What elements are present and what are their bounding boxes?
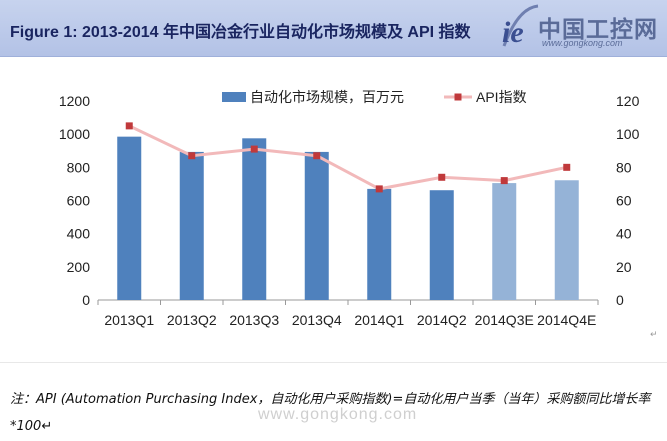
bar [242,138,267,300]
y-right-tick-label: 80 [616,159,632,175]
gongkong-logo[interactable]: ie 中国工控网 www.gongkong.com [498,2,666,54]
x-tick-label: 2013Q1 [104,312,154,328]
y-right-tick-label: 100 [616,126,640,142]
y-right-tick-label: 20 [616,259,632,275]
api-point [438,173,446,181]
bar [554,180,579,300]
y-left-tick-label: 800 [67,159,91,175]
api-point [563,163,571,171]
bar [117,136,142,300]
y-left-tick-label: 1000 [59,126,90,142]
y-left-tick-label: 200 [67,259,91,275]
x-tick-label: 2013Q3 [229,312,279,328]
y-left-tick-label: 0 [82,292,90,308]
chart-area: 0 200 400 600 800 1000 1200 0 20 40 60 80 100 120 2013… [0,70,667,345]
legend-bar-swatch [222,92,246,102]
line-series [125,122,571,193]
chart-axes: 0 200 400 600 800 1000 1200 0 20 40 60 80 100 120 2013… [59,93,640,328]
bar [492,183,517,300]
y-right-tick-label: 120 [616,93,640,109]
x-tick-label: 2013Q2 [167,312,217,328]
x-tick-label: 2014Q4E [537,312,596,328]
y-left-tick-label: 400 [67,226,91,242]
legend-bar-label: 自动化市场规模，百万元 [250,89,404,105]
chart-paragraph-mark: ↵ [650,330,658,340]
x-tick-label: 2014Q3E [475,312,534,328]
api-point [500,177,508,185]
figure-title: Figure 1: 2013-2014 年中国冶金行业自动化市场规模及 API … [10,24,471,41]
api-point [125,122,133,130]
divider [0,362,667,363]
legend-line-label: API指数 [476,89,527,105]
bar [429,190,454,300]
watermark: www.gongkong.com [258,406,418,423]
bar-series [117,136,579,300]
y-right-tick-label: 0 [616,292,624,308]
api-point [188,152,196,160]
bar [367,188,392,300]
api-point [250,145,258,153]
y-left-tick-label: 1200 [59,93,90,109]
logo-mark-letters: ie [502,16,524,49]
chart-legend: 自动化市场规模，百万元 API指数 [222,89,527,105]
api-line [128,124,568,191]
x-tick-label: 2014Q2 [417,312,467,328]
footnote: 注：API (Automation Purchasing Index，自动化用户… [10,392,651,434]
bar [179,151,204,300]
logo-name: 中国工控网 [538,17,658,43]
figure-header: Figure 1: 2013-2014 年中国冶金行业自动化市场规模及 API … [0,0,667,57]
api-point [313,152,321,160]
logo-url: www.gongkong.com [542,38,623,48]
logo-mark-icon: ie [502,4,539,49]
x-tick-label: 2013Q4 [292,312,342,328]
y-left-tick-label: 600 [67,193,91,209]
combo-chart: 0 200 400 600 800 1000 1200 0 20 40 60 80 100 120 2013… [59,89,640,328]
y-right-tick-label: 40 [616,226,632,242]
bar [304,151,329,300]
api-point [375,185,383,193]
y-right-tick-label: 60 [616,193,632,209]
x-tick-label: 2014Q1 [354,312,404,328]
legend-line-marker [454,93,462,101]
